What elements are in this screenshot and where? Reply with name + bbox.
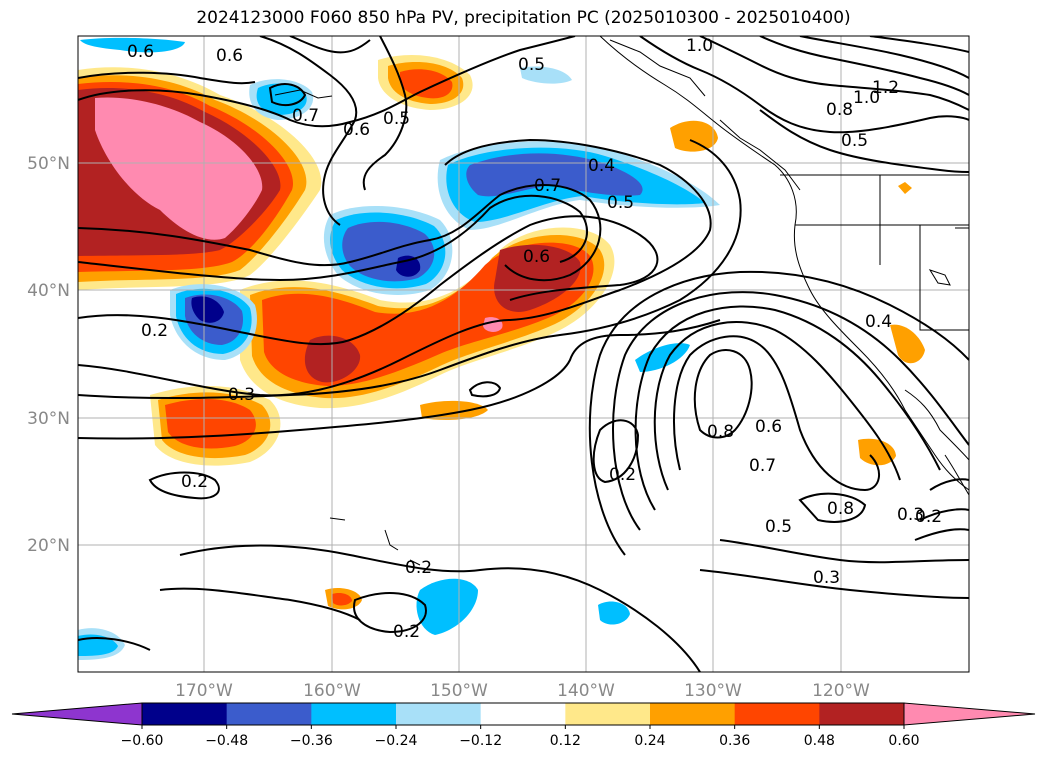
contour-label: 1.0: [853, 88, 880, 108]
coastlines: [274, 36, 969, 566]
contour-label: 0.2: [915, 507, 942, 527]
colorbar-extend-low: [11, 702, 143, 726]
colorbar-frame: [141, 702, 905, 726]
contour-label: 0.4: [588, 156, 615, 176]
lon-label: 160°W: [303, 681, 361, 701]
contour-label: 0.3: [813, 568, 840, 588]
colorbar-segment: [565, 703, 651, 725]
contour-label: 0.8: [827, 499, 854, 519]
colorbar-segment: [819, 703, 905, 725]
colorbar-tick-label: 0.60: [888, 733, 919, 749]
lat-label: 50°N: [27, 154, 70, 174]
contour-label: 0.3: [897, 505, 924, 525]
colorbar-segment: [142, 703, 228, 725]
lon-label: 170°W: [175, 681, 233, 701]
colorbar-tick-label: 0.24: [634, 733, 665, 749]
contour-label: 0.3: [228, 385, 255, 405]
lat-label: 30°N: [27, 409, 70, 429]
longitude-labels: 170°W 160°W 150°W 140°W 130°W 120°W: [175, 681, 870, 701]
colorbar-extend-high: [903, 702, 1036, 726]
contour-label: 0.7: [749, 456, 776, 476]
contour-label: 0.4: [865, 312, 892, 332]
colorbar-tick-label: 0.12: [550, 733, 581, 749]
positive-precip-fills: [78, 55, 925, 610]
contour-label: 0.5: [607, 193, 634, 213]
colorbar-segment: [226, 703, 312, 725]
colorbar: −0.60 −0.48 −0.36 −0.24 −0.12 0.12 0.24 0.36 0.4…: [11, 702, 1036, 749]
colorbar-segment: [650, 703, 736, 725]
lon-label: 150°W: [430, 681, 488, 701]
contour-labels: 0.6 0.6 0.7 0.6 0.5 0.5 1.0 1.2 1.0 0.8 …: [127, 36, 942, 642]
contour-label: 0.7: [292, 106, 319, 126]
contour-label: 0.5: [383, 109, 410, 129]
contour-label: 0.8: [707, 422, 734, 442]
contour-label: 0.5: [518, 55, 545, 75]
contour-label: 0.2: [181, 472, 208, 492]
colorbar-tick-label: 0.36: [719, 733, 750, 749]
pv-contours: [78, 36, 969, 672]
colorbar-tick-label: −0.12: [459, 733, 502, 749]
colorbar-segment: [734, 703, 820, 725]
contour-label: 1.0: [686, 36, 713, 56]
contour-label: 0.6: [343, 120, 370, 140]
colorbar-segment: [480, 703, 566, 725]
map-title: 2024123000 F060 850 hPa PV, precipitatio…: [196, 8, 851, 28]
contour-label: 0.2: [405, 558, 432, 578]
contour-label: 0.7: [534, 176, 561, 196]
graticule: [78, 36, 969, 672]
contour-label: 0.2: [141, 321, 168, 341]
lon-label: 140°W: [557, 681, 615, 701]
contour-label: 0.6: [523, 247, 550, 267]
lon-label: 130°W: [684, 681, 742, 701]
contour-label: 0.5: [841, 131, 868, 151]
contour-label: 0.5: [765, 517, 792, 537]
lon-label: 120°W: [812, 681, 870, 701]
colorbar-tick-label: −0.60: [121, 733, 164, 749]
colorbar-tick-label: 0.48: [804, 733, 835, 749]
contour-label: 0.2: [393, 622, 420, 642]
lat-label: 20°N: [27, 536, 70, 556]
contour-label: 0.2: [609, 465, 636, 485]
map-panel: 0.6 0.6 0.7 0.6 0.5 0.5 1.0 1.2 1.0 0.8 …: [78, 36, 969, 672]
contour-label: 1.2: [872, 78, 899, 98]
latitude-labels: 50°N 40°N 30°N 20°N: [27, 154, 70, 556]
contour-label: 0.6: [127, 42, 154, 62]
colorbar-tick-label: −0.36: [290, 733, 333, 749]
lat-label: 40°N: [27, 281, 70, 301]
map-frame: [77, 35, 970, 673]
colorbar-segment: [311, 703, 397, 725]
colorbar-tick-label: −0.24: [375, 733, 418, 749]
contour-label: 0.8: [826, 100, 853, 120]
colorbar-segment: [396, 703, 482, 725]
colorbar-tick-label: −0.48: [205, 733, 248, 749]
contour-label: 0.6: [755, 417, 782, 437]
contour-label: 0.6: [216, 46, 243, 66]
